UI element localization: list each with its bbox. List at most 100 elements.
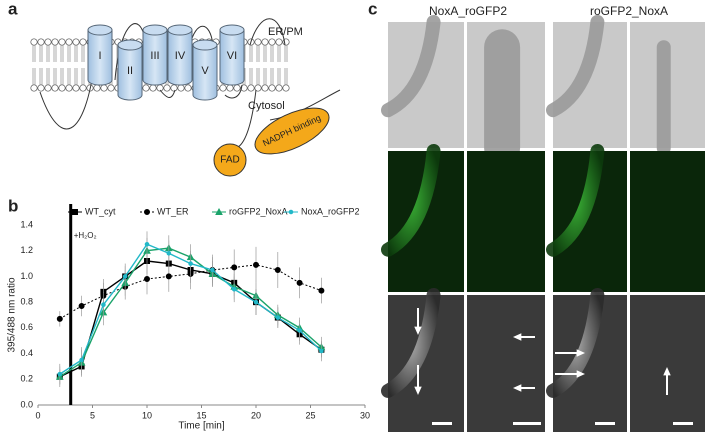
fad-label: FAD [220,155,239,166]
hypha [381,15,441,118]
y-tick-label: 0.2 [20,374,33,384]
hypha [381,288,441,398]
scale-bar [432,422,452,425]
hypha [381,144,441,257]
marker [56,315,63,322]
lipid-head [261,38,269,46]
y-tick-label: 0.6 [20,322,33,332]
helix-label: IV [175,50,186,62]
legend-label: roGFP2_NoxA [229,206,288,216]
membrane-label: ER/PM [268,26,303,38]
helix-top [87,24,113,36]
marker [274,267,281,273]
y-tick-label: 0.0 [20,399,33,409]
helix [87,29,113,86]
lipid-head [79,38,87,46]
marker [231,264,238,271]
lipid-head [177,84,185,92]
loop [39,18,286,130]
lipid-head [163,84,171,92]
legend-label: WT_cyt [85,206,116,216]
arrow-head [663,367,671,376]
legend-label: WT_ER [157,206,189,216]
arrow-head [576,370,585,378]
lipid-head [261,84,269,92]
panel-label: c [368,0,377,18]
hypha [546,288,605,398]
marker [318,287,325,294]
helix [117,44,143,101]
lipid-head [233,84,241,92]
lipid-head [93,84,101,92]
micrographs [381,15,705,439]
helix-top [192,39,218,51]
column-title: roGFP2_NoxA [590,4,668,18]
lipid-head [72,38,80,46]
nadph-shape [254,107,330,155]
helix-label: III [150,50,159,62]
lipid-head [149,84,157,92]
marker [166,250,172,256]
lipid-head [44,84,52,92]
lipid-head [37,38,45,46]
lipid-head [226,84,234,92]
arrow-head [576,349,585,357]
x-tick-label: 25 [305,410,315,420]
lipid-head [51,84,59,92]
scale-bar [673,422,693,425]
y-tick-label: 1.0 [20,271,33,281]
marker [188,261,193,266]
lipid-head [51,38,59,46]
marker [144,276,150,282]
scale-bar [513,422,541,425]
hypha [546,144,605,257]
lipid-head [142,84,150,92]
helix-label: VI [227,50,237,62]
marker [78,303,85,309]
y-tick-label: 0.4 [20,348,33,358]
marker [210,267,215,273]
marker [253,261,259,268]
marker [144,241,150,247]
lipid-head [282,84,290,92]
lipid-head [247,84,255,92]
y-tick-label: 1.2 [20,245,33,255]
marker [297,328,302,333]
helix-top [117,39,143,51]
x-tick-label: 15 [196,410,206,420]
lipid-head [240,84,248,92]
legend-marker [215,207,223,215]
fad-shape [213,143,247,177]
x-tick-label: 30 [360,410,370,420]
y-tick-label: 1.4 [20,219,33,229]
helix-top [142,24,168,36]
lipid-head [72,84,80,92]
marker [275,315,281,320]
arrow-head [414,386,422,395]
lipid-head [79,84,87,92]
cytosol-label: Cytosol [248,100,285,112]
column-title: NoxA_roGFP2 [429,4,507,18]
lipid-head [58,84,66,92]
lipid-head [58,38,66,46]
marker [253,299,259,305]
lipid-head [268,38,276,46]
legend-marker [144,209,150,215]
x-tick-label: 20 [251,410,261,420]
lipid-head [254,38,262,46]
helix-top [219,24,245,36]
lipid-head [275,38,283,46]
chart: 0.0 0.2 0.4 0.6 0.8 1.0 1.2 1.4 0 5 10 15 20 25 30 395/… [7,204,370,432]
legend-label: NoxA_roGFP2 [301,206,360,216]
marker [231,286,237,292]
helix [167,29,193,86]
legend-marker [288,209,294,215]
lipid-head [30,38,38,46]
legend-marker [72,209,78,215]
panel-label: a [8,0,18,18]
lipid-head [254,84,262,92]
lipid-head [107,84,115,92]
lipid-head [65,84,73,92]
lipid-head [44,38,52,46]
arrow-head [414,326,422,335]
